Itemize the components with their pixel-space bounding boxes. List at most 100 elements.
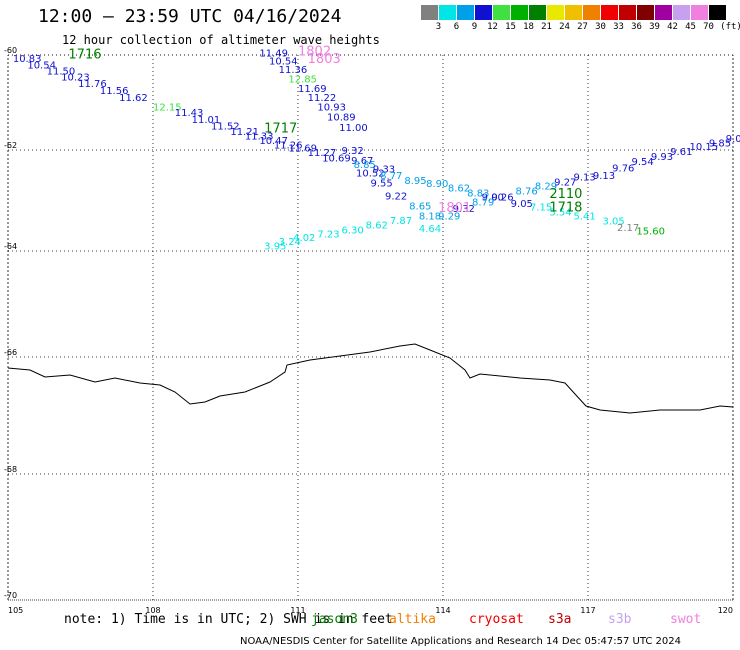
legend-swatch (493, 5, 510, 20)
legend-label: 9 (471, 22, 478, 32)
legend-label: 33 (613, 22, 624, 32)
legend-swatch (439, 5, 456, 20)
latitude-label: -68 (4, 465, 17, 474)
swh-value: 12.85 (288, 75, 317, 86)
satellite-s3b: s3b (608, 612, 632, 627)
legend-label: 45 (685, 22, 696, 32)
swh-value: 11.22 (308, 93, 337, 104)
swh-value: 9.32 (453, 204, 475, 215)
latitude-label: -62 (4, 141, 17, 150)
legend-label: 27 (577, 22, 588, 32)
swh-value: 8.79 (472, 198, 494, 209)
pass-time: 1717 (264, 121, 297, 136)
swh-value: 11.33 (245, 132, 274, 143)
legend-label: 18 (523, 22, 534, 32)
legend-swatch (583, 5, 600, 20)
swh-value: 10.69 (322, 154, 351, 165)
swh-value: 9.32 (342, 146, 364, 157)
swh-value: 4.64 (419, 224, 441, 235)
legend-swatch (601, 5, 618, 20)
legend-label: 70 (703, 22, 714, 32)
swh-value: 9.29 (438, 212, 460, 223)
legend-swatch (637, 5, 654, 20)
page-subtitle: 12 hour collection of altimeter wave hei… (62, 33, 380, 47)
swh-value: 11.62 (119, 93, 148, 104)
swh-value: 7.87 (390, 216, 412, 227)
swh-value: 6.30 (342, 225, 364, 236)
swh-value: 10.52 (356, 168, 385, 179)
swh-value: 10.83 (13, 54, 42, 65)
swh-value: 9.67 (351, 156, 373, 167)
swh-value: 8.62 (448, 183, 470, 194)
swh-value: 11.36 (279, 65, 308, 76)
antarctic-coastline (7, 343, 734, 414)
swh-value: 8.76 (516, 186, 538, 197)
swh-value: 11.49 (259, 48, 288, 59)
pass-time: 1718 (549, 201, 582, 216)
legend-swatch (655, 5, 672, 20)
latitude-label: -60 (4, 46, 17, 55)
satellite-jason3: jason3 (311, 612, 358, 627)
credit-line: NOAA/NESDIS Center for Satellite Applica… (240, 636, 682, 647)
swh-value: 2.17 (617, 223, 639, 234)
pass-time: 1803 (308, 52, 341, 67)
swh-value: 10.54 (27, 60, 56, 71)
swh-value: 9.55 (371, 178, 393, 189)
legend-swatch (619, 5, 636, 20)
swh-value: 11.69 (288, 144, 317, 155)
swh-value: 11.69 (298, 84, 327, 95)
longitude-label: 108 (145, 606, 160, 615)
swh-value: 9.05 (511, 199, 533, 210)
swh-value: 11.26 (274, 141, 303, 152)
swh-value: 8.85 (354, 160, 376, 171)
swh-value: 9.26 (491, 193, 513, 204)
legend-label: 6 (453, 22, 460, 32)
swh-value: 3.95 (264, 241, 286, 252)
legend-swatch (565, 5, 582, 20)
legend-swatch (691, 5, 708, 20)
legend-label: 42 (667, 22, 678, 32)
swh-value: 9.93 (651, 152, 673, 163)
swh-value: 11.01 (192, 115, 221, 126)
legend-label: 3 (435, 22, 442, 32)
swh-value: 10.54 (269, 57, 298, 68)
swh-value: 11.52 (211, 122, 240, 133)
legend-swatch (529, 5, 546, 20)
pass-time: 1802 (298, 44, 331, 59)
swh-value: 9.33 (373, 165, 395, 176)
satellite-altika: altika (389, 612, 436, 627)
legend-swatch (709, 5, 726, 20)
swh-value: 9.54 (632, 157, 654, 168)
pass-time: 2110 (549, 187, 582, 202)
graticule (7, 54, 734, 601)
legend-label: 21 (541, 22, 552, 32)
swh-value: 8.65 (409, 202, 431, 213)
swh-value: 11.56 (100, 86, 129, 97)
swh-value: 15.60 (636, 226, 665, 237)
swh-value: 7.23 (317, 229, 339, 240)
swh-value: 9.00 (482, 193, 504, 204)
swh-value: 11.76 (78, 79, 107, 90)
swh-value: 8.90 (426, 179, 448, 190)
swh-value: 9.07 (726, 134, 740, 145)
footnote: note: 1) Time is in UTC; 2) SWH is in fe… (64, 612, 393, 627)
swh-value: 8.18 (419, 212, 441, 223)
swh-value: 9.13 (574, 172, 596, 183)
pass-time: 1716 (68, 47, 101, 62)
legend-swatch (673, 5, 690, 20)
latitude-label: -66 (4, 348, 17, 357)
pass-time: 1801 (438, 201, 471, 216)
swh-value: 9.85 (709, 139, 731, 150)
swh-value: 9.61 (670, 147, 692, 158)
satellite-swot: swot (670, 612, 702, 627)
longitude-label: 114 (435, 606, 450, 615)
swh-value: 3.05 (603, 217, 625, 228)
satellite-s3a: s3a (548, 612, 572, 627)
swh-value: 8.83 (467, 188, 489, 199)
swh-value: 11.43 (175, 108, 204, 119)
swh-value: 10.89 (327, 113, 356, 124)
latitude-label: -64 (4, 242, 17, 251)
swh-value: 10.23 (61, 73, 90, 84)
swh-value: 9.22 (385, 191, 407, 202)
